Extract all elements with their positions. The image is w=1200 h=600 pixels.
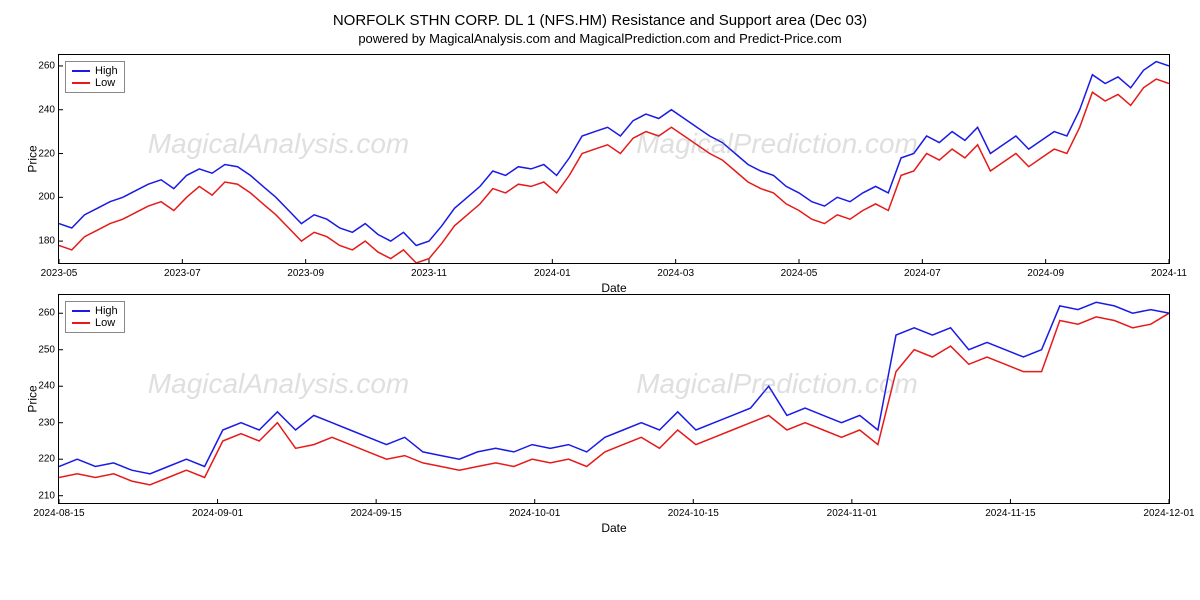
y-tick: 200 [25, 192, 55, 203]
plot-bottom [59, 295, 1169, 503]
x-tick: 2024-09 [1027, 268, 1064, 279]
y-tick: 250 [25, 344, 55, 355]
line-high [59, 62, 1169, 246]
x-tick: 2024-09-01 [192, 508, 243, 519]
legend-label-low-b: Low [95, 317, 115, 329]
legend-item-low: Low [72, 77, 118, 89]
legend-swatch-high-b [72, 310, 90, 312]
legend-swatch-high [72, 70, 90, 72]
x-tick: 2024-11 [1151, 268, 1187, 279]
x-tick: 2024-10-01 [509, 508, 560, 519]
legend-top: High Low [65, 61, 125, 93]
x-axis-label-top: Date [601, 281, 626, 295]
x-tick: 2024-05 [781, 268, 818, 279]
legend-item-low-b: Low [72, 317, 118, 329]
x-tick: 2023-05 [41, 268, 78, 279]
x-tick: 2024-07 [904, 268, 941, 279]
x-tick: 2024-01 [534, 268, 571, 279]
x-tick: 2023-09 [287, 268, 324, 279]
chart-bottom: High Low Price Date 21022023024025026020… [58, 294, 1170, 504]
x-tick: 2024-12-01 [1143, 508, 1194, 519]
legend-label-low: Low [95, 77, 115, 89]
x-tick: 2024-11-01 [827, 508, 877, 519]
legend-bottom: High Low [65, 301, 125, 333]
plot-top [59, 55, 1169, 263]
x-tick: 2024-03 [657, 268, 694, 279]
x-tick: 2024-09-15 [351, 508, 402, 519]
chart-top: High Low Price Date 1802002202402602023-… [58, 54, 1170, 264]
y-tick: 180 [25, 236, 55, 247]
y-tick: 220 [25, 148, 55, 159]
y-tick: 260 [25, 60, 55, 71]
legend-swatch-low [72, 82, 90, 84]
x-tick: 2023-07 [164, 268, 201, 279]
y-tick: 220 [25, 454, 55, 465]
y-tick: 240 [25, 381, 55, 392]
legend-label-high-b: High [95, 305, 118, 317]
x-tick: 2024-11-15 [985, 508, 1035, 519]
legend-swatch-low-b [72, 322, 90, 324]
x-tick: 2023-11 [411, 268, 447, 279]
x-tick: 2024-10-15 [668, 508, 719, 519]
y-tick: 260 [25, 308, 55, 319]
legend-item-high-b: High [72, 305, 118, 317]
y-tick: 210 [25, 490, 55, 501]
line-low [59, 79, 1169, 263]
legend-label-high: High [95, 65, 118, 77]
line-low [59, 313, 1169, 485]
y-tick: 240 [25, 104, 55, 115]
legend-item-high: High [72, 65, 118, 77]
y-tick: 230 [25, 417, 55, 428]
chart-subtitle: powered by MagicalAnalysis.com and Magic… [10, 31, 1190, 46]
chart-title: NORFOLK STHN CORP. DL 1 (NFS.HM) Resista… [10, 12, 1190, 29]
x-axis-label-bottom: Date [601, 521, 626, 535]
x-tick: 2024-08-15 [33, 508, 84, 519]
